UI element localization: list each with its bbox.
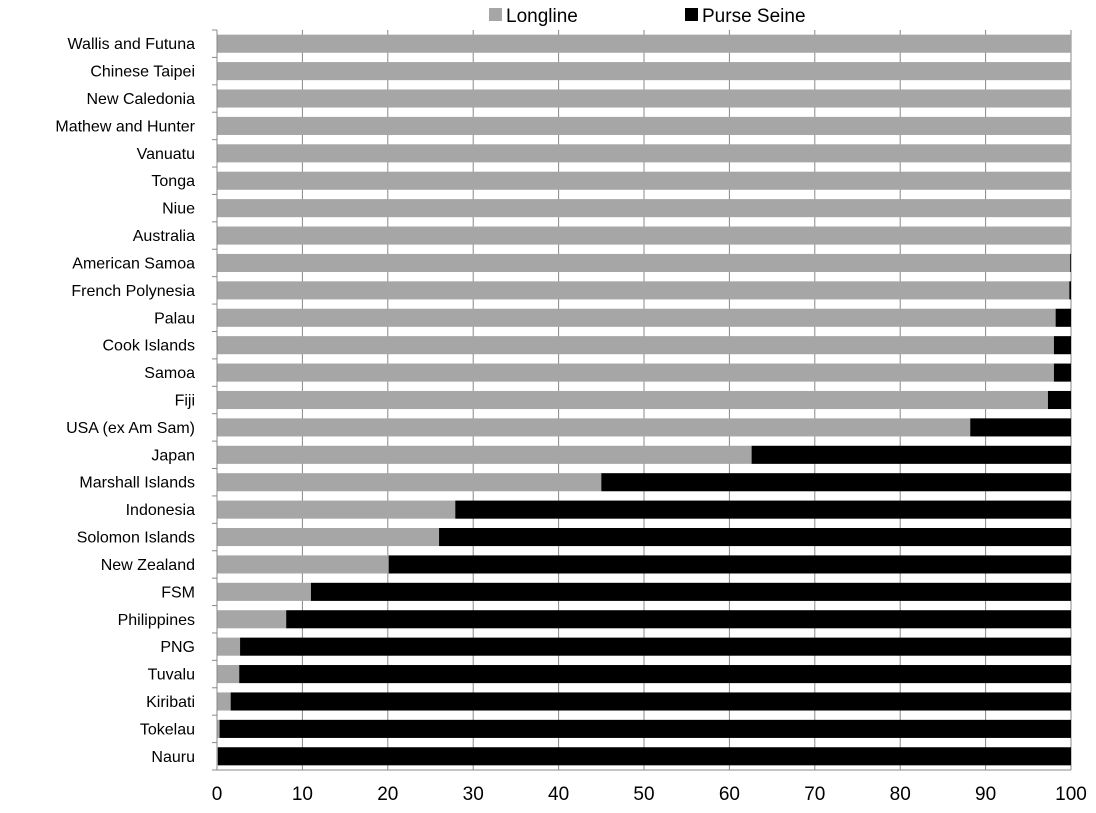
category-label: Nauru xyxy=(151,749,195,766)
x-tick-label-30: 30 xyxy=(463,784,484,805)
bar-purse-seine-23 xyxy=(239,665,1072,684)
x-tick-label-80: 80 xyxy=(890,784,911,805)
bar-longline-15 xyxy=(217,445,752,464)
bar-longline-25 xyxy=(217,719,220,738)
category-label: Tuvalu xyxy=(148,667,195,684)
x-tick-label-50: 50 xyxy=(633,784,654,805)
bar-longline-3 xyxy=(217,116,1071,135)
axes xyxy=(212,29,1071,771)
bar-longline-22 xyxy=(217,637,241,656)
x-tick-label-0: 0 xyxy=(212,784,223,805)
bar-longline-14 xyxy=(217,418,971,437)
bar-longline-18 xyxy=(217,527,440,547)
category-label: Fiji xyxy=(175,393,195,410)
bar-purse-seine-17 xyxy=(455,500,1071,519)
bar-purse-seine-9 xyxy=(1069,281,1071,300)
bar-longline-19 xyxy=(217,555,389,574)
category-label: American Samoa xyxy=(72,255,195,272)
bar-purse-seine-21 xyxy=(286,610,1071,629)
x-tick-labels: 0 10 20 30 40 50 60 70 80 90 100 xyxy=(212,784,1087,805)
bar-longline-10 xyxy=(217,308,1056,327)
bar-purse-seine-22 xyxy=(240,637,1072,656)
bar-purse-seine-8 xyxy=(1070,253,1071,273)
bar-purse-seine-10 xyxy=(1055,308,1071,327)
bar-longline-13 xyxy=(217,390,1048,410)
bar-longline-23 xyxy=(217,665,240,684)
category-label: Kiribati xyxy=(146,694,195,711)
category-label: Indonesia xyxy=(126,502,195,519)
bar-longline-1 xyxy=(217,62,1071,81)
category-label: New Caledonia xyxy=(86,91,195,108)
x-tick-label-40: 40 xyxy=(548,784,569,805)
bar-purse-seine-12 xyxy=(1053,363,1071,382)
bar-purse-seine-18 xyxy=(439,527,1071,547)
bar-purse-seine-24 xyxy=(230,692,1071,711)
category-label: Cook Islands xyxy=(103,338,196,355)
bar-longline-2 xyxy=(217,89,1071,108)
bar-purse-seine-20 xyxy=(310,582,1071,601)
bar-longline-11 xyxy=(217,336,1054,355)
bar-purse-seine-25 xyxy=(219,719,1071,738)
bar-longline-24 xyxy=(217,692,231,711)
bar-longline-0 xyxy=(217,34,1071,53)
bar-longline-16 xyxy=(217,473,602,492)
bar-longline-4 xyxy=(217,144,1071,163)
category-label: Philippines xyxy=(118,612,195,629)
category-label: Tokelau xyxy=(140,721,195,738)
category-label: Palau xyxy=(154,310,195,327)
category-label: Niue xyxy=(162,201,195,218)
category-label: Chinese Taipei xyxy=(90,64,195,81)
x-tick-label-10: 10 xyxy=(292,784,313,805)
bar-longline-8 xyxy=(217,253,1071,273)
bar-purse-seine-16 xyxy=(601,473,1071,492)
category-label: Australia xyxy=(133,228,195,245)
category-label: Marshall Islands xyxy=(79,475,195,492)
category-label: PNG xyxy=(160,639,195,656)
x-tick-label-20: 20 xyxy=(377,784,398,805)
legend-swatch-longline xyxy=(489,8,502,21)
x-tick-label-100: 100 xyxy=(1055,784,1087,805)
category-label: Mathew and Hunter xyxy=(55,118,195,135)
bar-longline-9 xyxy=(217,281,1070,300)
category-label: Japan xyxy=(151,447,195,464)
category-labels: Wallis and Futuna Chinese Taipei New Caled… xyxy=(55,36,195,766)
bar-longline-20 xyxy=(217,582,311,601)
category-label: Samoa xyxy=(144,365,195,382)
bar-purse-seine-14 xyxy=(970,418,1071,437)
bars xyxy=(217,34,1072,766)
category-label: Tonga xyxy=(151,173,195,190)
category-label: New Zealand xyxy=(101,557,195,574)
legend-swatch-purse-seine xyxy=(685,8,698,21)
category-label: USA (ex Am Sam) xyxy=(66,420,195,437)
x-tick-label-60: 60 xyxy=(719,784,740,805)
bar-longline-7 xyxy=(217,226,1071,245)
legend-label-longline: Longline xyxy=(506,6,578,27)
bar-purse-seine-19 xyxy=(388,555,1071,574)
bar-purse-seine-15 xyxy=(751,445,1071,464)
bar-longline-6 xyxy=(217,199,1071,218)
legend: Longline Purse Seine xyxy=(489,6,806,27)
bar-longline-5 xyxy=(217,171,1071,190)
bar-longline-21 xyxy=(217,610,287,629)
category-label: Solomon Islands xyxy=(77,530,195,547)
category-label: Wallis and Futuna xyxy=(68,36,196,53)
x-tick-label-70: 70 xyxy=(804,784,825,805)
bar-purse-seine-26 xyxy=(217,747,1071,766)
category-label: Vanuatu xyxy=(137,146,195,163)
category-label: FSM xyxy=(161,584,195,601)
bar-purse-seine-11 xyxy=(1053,336,1071,355)
bar-purse-seine-13 xyxy=(1047,390,1071,410)
bar-longline-12 xyxy=(217,363,1054,382)
category-label: French Polynesia xyxy=(71,283,195,300)
bar-longline-17 xyxy=(217,500,456,519)
x-tick-label-90: 90 xyxy=(975,784,996,805)
legend-label-purse-seine: Purse Seine xyxy=(702,6,806,27)
